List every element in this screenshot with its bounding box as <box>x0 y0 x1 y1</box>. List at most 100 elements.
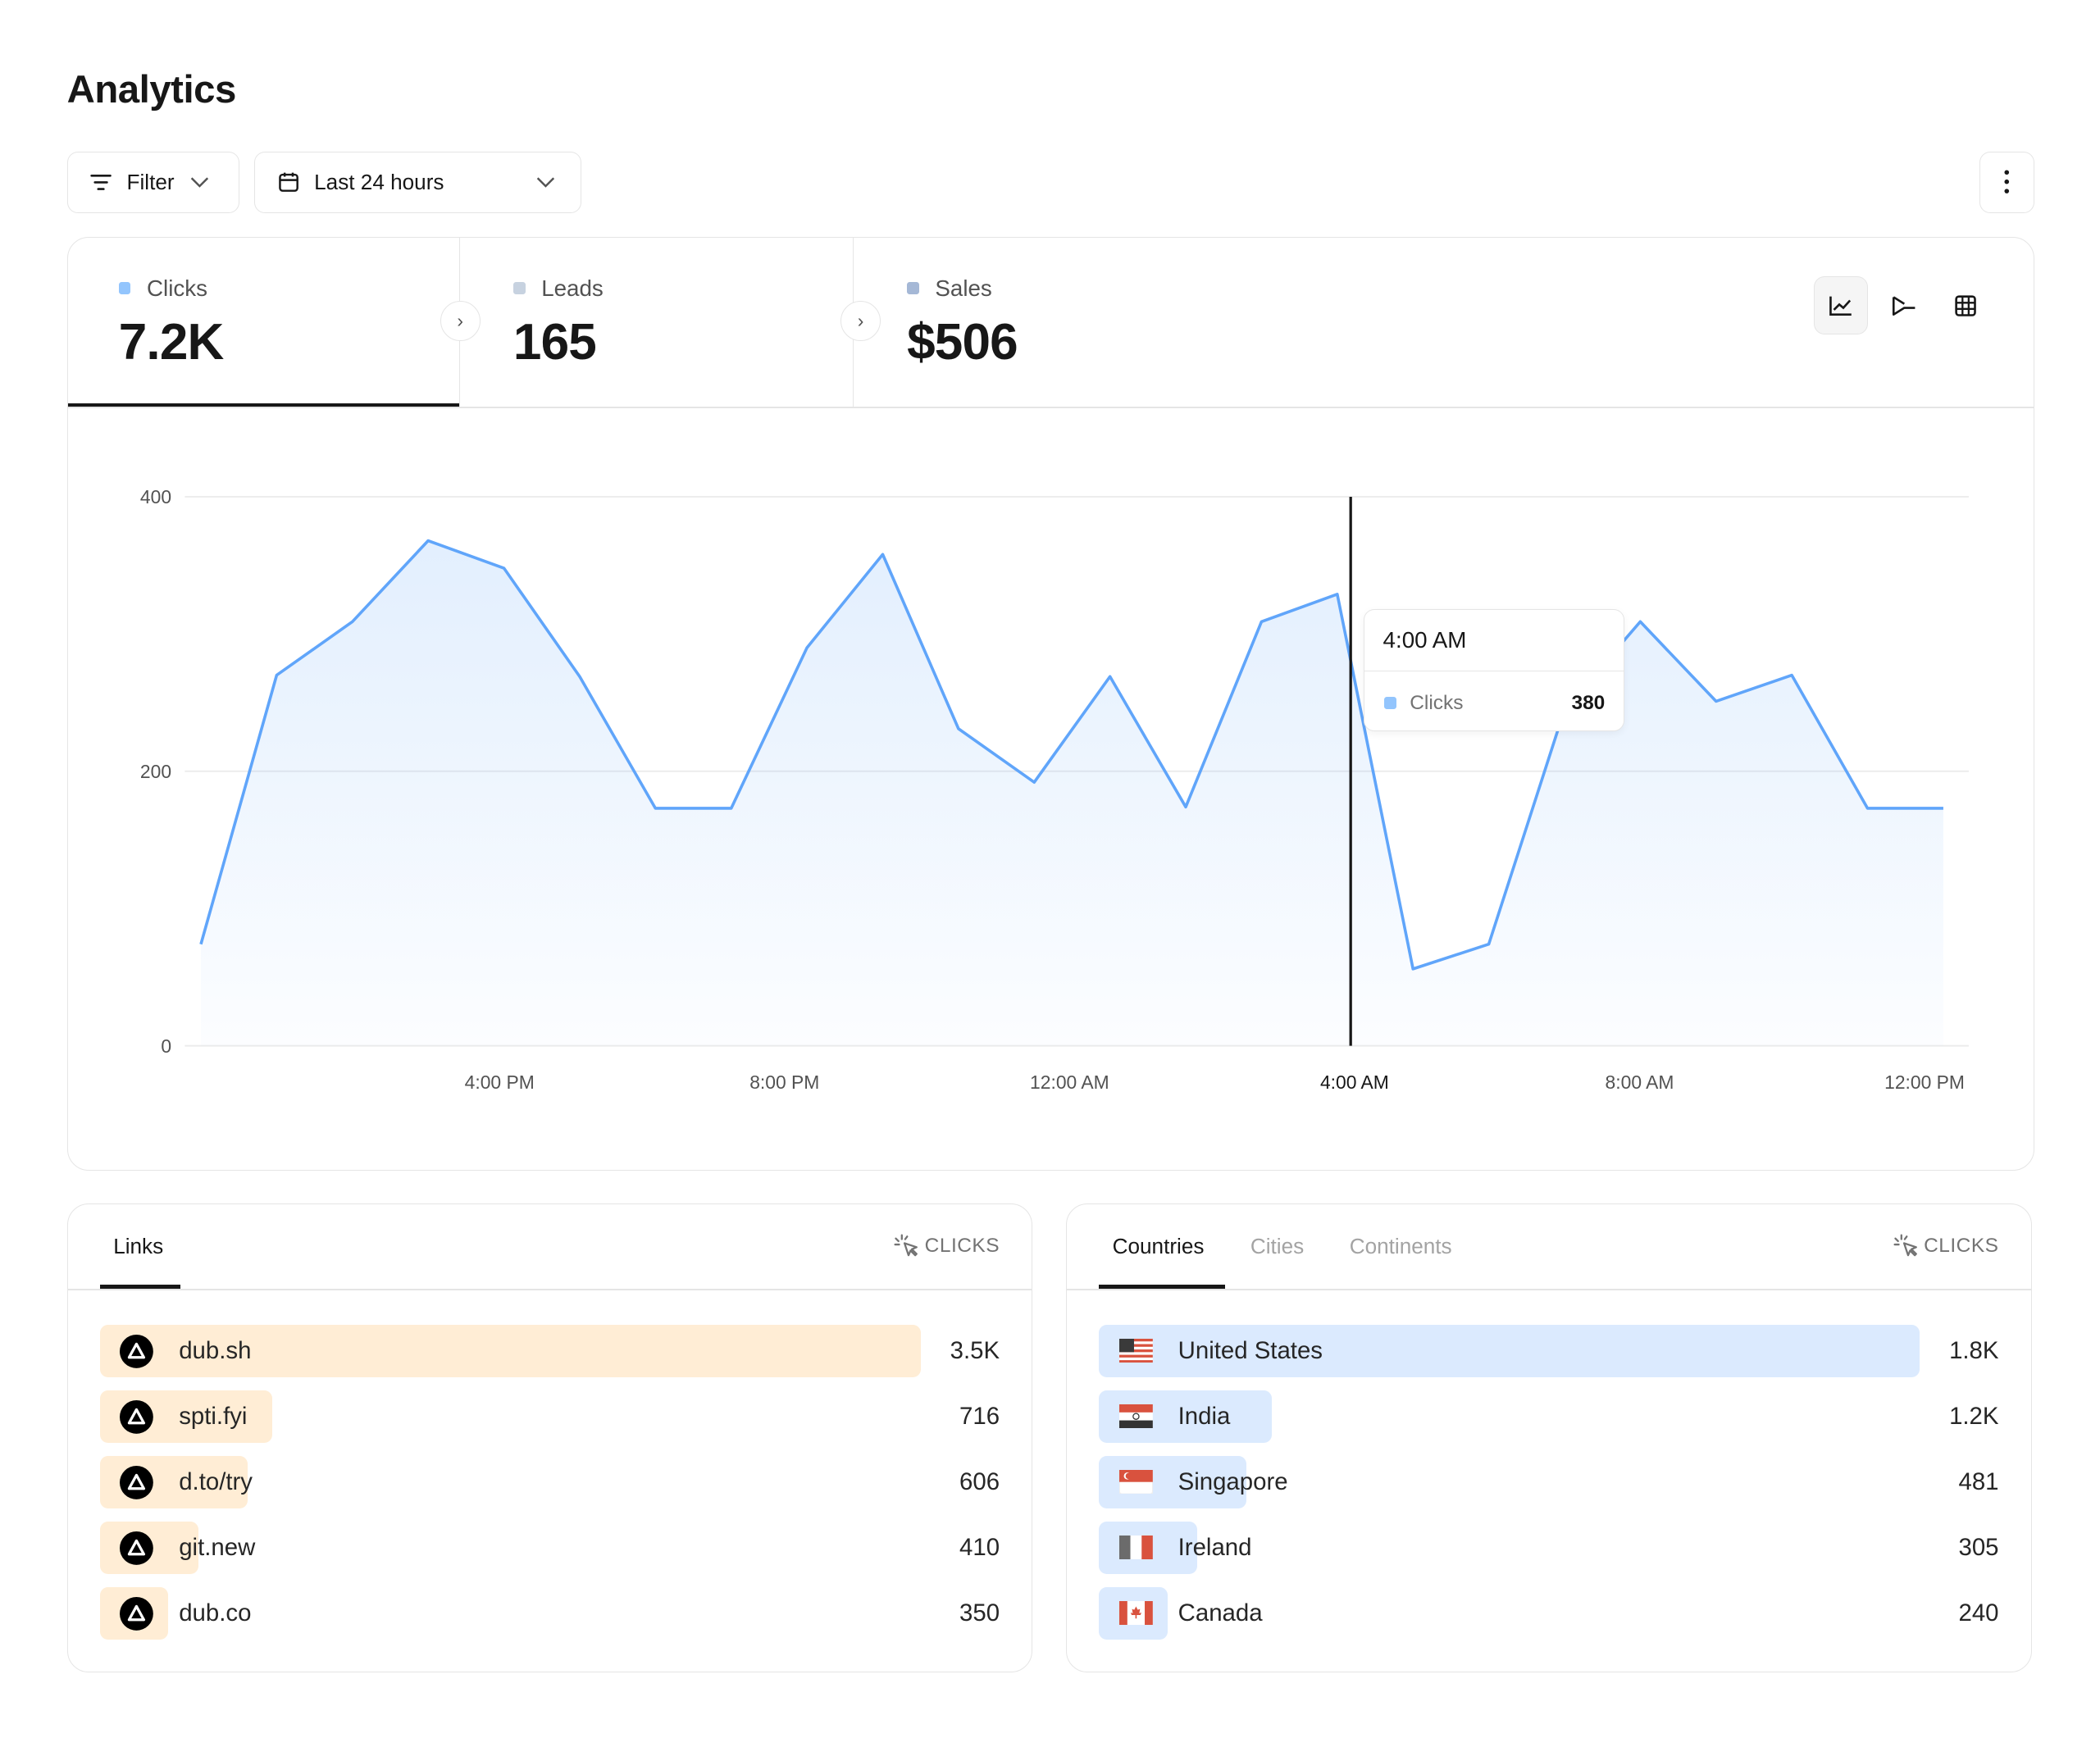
link-row[interactable]: d.to/try 606 <box>99 1456 1000 1509</box>
line-chart-view-button[interactable] <box>1814 276 1868 334</box>
flag-ie-icon <box>1118 1535 1153 1560</box>
locations-panel: Countries Cities Continents CLICKS Unite… <box>1066 1203 2032 1672</box>
row-value: 606 <box>959 1468 1000 1496</box>
tooltip-title: 4:00 AM <box>1383 627 1467 653</box>
tab-leads[interactable]: Leads 165 <box>458 238 853 407</box>
flag-ca-icon <box>1118 1600 1153 1626</box>
country-row[interactable]: Singapore 481 <box>1099 1456 1999 1509</box>
tab-links[interactable]: Links <box>113 1234 164 1259</box>
metric-value: 165 <box>512 313 597 371</box>
clicks-series-line <box>199 539 1943 971</box>
date-range-select[interactable]: Last 24 hours <box>254 151 581 213</box>
row-value: 1.2K <box>1949 1403 1999 1431</box>
metric-label-text: Leads <box>541 275 604 301</box>
clicks-sort-label[interactable]: CLICKS <box>1893 1234 1999 1258</box>
metric-label: Leads <box>512 275 604 302</box>
line-chart-icon <box>1829 296 1852 316</box>
row-value: 240 <box>1958 1599 1999 1627</box>
funnel-icon <box>1892 295 1915 316</box>
cursor-click-icon <box>1893 1234 1917 1257</box>
tab-clicks[interactable]: Clicks 7.2K <box>67 238 459 407</box>
clicks-area-fill <box>200 540 1943 1046</box>
tooltip-value: 380 <box>1571 691 1606 714</box>
x-tick-label: 8:00 AM <box>1606 1071 1674 1093</box>
row-name: git.new <box>179 1534 256 1562</box>
tooltip-series-name: Clicks <box>1410 691 1464 714</box>
country-row[interactable]: United States 1.8K <box>1099 1325 1999 1377</box>
tab-sales[interactable]: Sales $506 <box>852 238 2034 407</box>
chevron-right-icon[interactable]: › <box>440 300 481 341</box>
row-value: 1.8K <box>1949 1337 1999 1364</box>
row-value: 481 <box>1958 1468 1999 1496</box>
clicks-area-chart: 4:00 PM 8:00 PM 12:00 AM 4:00 AM 8:00 AM 12:0… <box>140 486 1969 1093</box>
date-range-label: Last 24 hours <box>314 169 444 194</box>
row-value: 410 <box>959 1534 1000 1562</box>
link-row[interactable]: dub.co 350 <box>99 1587 1000 1640</box>
metric-value: $506 <box>907 313 1018 371</box>
row-value: 350 <box>959 1599 1000 1627</box>
vertical-dots-icon <box>2004 170 2010 194</box>
chevron-down-icon <box>536 177 555 188</box>
filter-label: Filter <box>126 169 175 194</box>
tab-cities[interactable]: Cities <box>1250 1234 1305 1259</box>
x-tick-label: 12:00 PM <box>1884 1071 1965 1093</box>
clicks-sort-label[interactable]: CLICKS <box>894 1234 1000 1258</box>
row-value: 3.5K <box>950 1337 1000 1364</box>
row-name: India <box>1178 1403 1231 1431</box>
chart-tooltip: 4:00 AM Clicks 380 <box>1363 609 1625 731</box>
metric-label-text: Clicks <box>147 275 207 301</box>
metric-label: Sales <box>907 275 992 302</box>
table-view-button[interactable] <box>1938 276 1992 334</box>
metric-label: CLICKS <box>924 1234 1000 1257</box>
x-tick-label: 12:00 AM <box>1030 1071 1109 1093</box>
row-value: 305 <box>1958 1534 1999 1562</box>
flag-sg-icon <box>1118 1469 1153 1495</box>
x-tick-label: 4:00 AM <box>1320 1071 1389 1093</box>
tooltip-series-dot <box>1384 697 1396 709</box>
share-bar <box>1099 1325 1920 1377</box>
metric-value: 7.2K <box>118 313 225 371</box>
link-favicon-icon <box>120 1596 154 1631</box>
row-name: United States <box>1178 1337 1323 1364</box>
y-tick-label: 0 <box>161 1035 171 1057</box>
metric-label-text: Sales <box>935 275 992 301</box>
leads-dot-icon <box>512 282 526 295</box>
table-grid-icon <box>1955 294 1976 316</box>
country-row[interactable]: India 1.2K <box>1099 1390 1999 1444</box>
link-row[interactable]: git.new 410 <box>99 1522 1000 1575</box>
share-bar <box>99 1325 922 1377</box>
row-name: dub.sh <box>179 1337 252 1364</box>
link-favicon-icon <box>120 1465 154 1499</box>
chevron-right-icon[interactable]: › <box>840 300 881 341</box>
more-options-button[interactable] <box>1979 151 2034 213</box>
row-name: dub.co <box>179 1599 252 1627</box>
funnel-view-button[interactable] <box>1877 276 1930 334</box>
flag-us-icon <box>1118 1338 1153 1363</box>
row-name: Ireland <box>1178 1534 1252 1562</box>
tab-countries[interactable]: Countries <box>1112 1234 1205 1259</box>
clicks-dot-icon <box>118 282 131 295</box>
x-tick-label: 4:00 PM <box>465 1071 535 1093</box>
row-name: spti.fyi <box>179 1403 248 1431</box>
filter-button[interactable]: Filter <box>66 151 240 213</box>
link-row[interactable]: spti.fyi 716 <box>99 1390 1000 1444</box>
link-favicon-icon <box>120 1399 154 1434</box>
sales-dot-icon <box>907 282 919 295</box>
metric-label: Clicks <box>118 275 207 302</box>
row-name: Singapore <box>1178 1468 1288 1496</box>
calendar-icon <box>279 172 298 192</box>
y-tick-label: 400 <box>140 486 171 507</box>
link-favicon-icon <box>120 1334 154 1368</box>
y-tick-label: 200 <box>140 761 171 782</box>
chevron-down-icon <box>190 177 209 188</box>
filter-lines-icon <box>90 174 112 190</box>
link-row[interactable]: dub.sh 3.5K <box>99 1325 1000 1377</box>
x-tick-label: 8:00 PM <box>749 1071 819 1093</box>
country-row[interactable]: Ireland 305 <box>1099 1522 1999 1575</box>
tab-continents[interactable]: Continents <box>1349 1234 1452 1259</box>
country-row[interactable]: Canada 240 <box>1099 1587 1999 1640</box>
page-title: Analytics <box>66 67 237 111</box>
row-name: d.to/try <box>179 1468 253 1496</box>
metric-label: CLICKS <box>1924 1234 1999 1257</box>
cursor-click-icon <box>894 1234 918 1257</box>
